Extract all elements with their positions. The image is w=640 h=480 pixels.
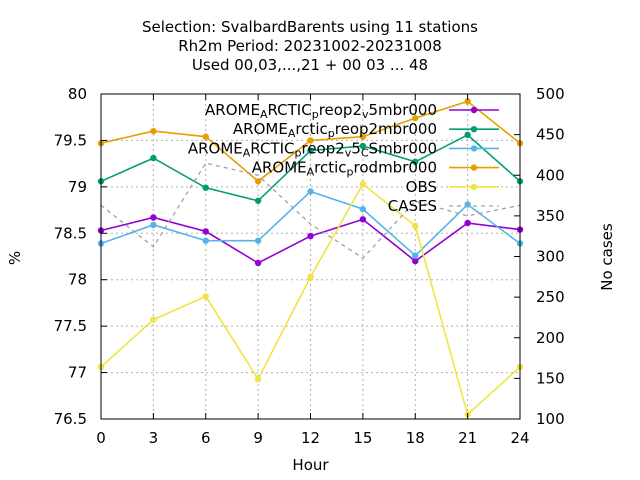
y-tick-label: 78.5 [54, 224, 87, 242]
data-point [412, 158, 419, 165]
data-point [202, 293, 209, 300]
legend-marker [470, 126, 478, 133]
data-point [254, 375, 262, 383]
data-point [307, 147, 314, 154]
legend-label-3: AROMEArcticprodmbr000 [252, 159, 437, 179]
data-point [412, 252, 419, 259]
data-point [254, 259, 262, 267]
y2-tick-label: 100 [536, 410, 565, 428]
y2-tick-label: 450 [536, 126, 565, 144]
legend-label-0: AROMEARCTICpreop2v5mbr000 [205, 101, 437, 121]
y-tick-label: 79.5 [54, 131, 87, 149]
data-point [254, 237, 262, 244]
y-tick-label: 76.5 [54, 410, 87, 428]
y2-tick-label: 300 [536, 248, 565, 266]
data-point [150, 154, 157, 162]
x-tick-label: 9 [253, 429, 263, 447]
data-point [202, 228, 209, 235]
data-point [359, 133, 367, 140]
data-point [359, 205, 367, 213]
x-tick-label: 6 [201, 429, 211, 447]
x-tick-label: 3 [149, 429, 159, 447]
y2-tick-label: 350 [536, 207, 565, 225]
y-axis-ticks: 76.5 77 77.5 78 78.5 79 79.5 80 [54, 85, 107, 428]
data-point [150, 221, 157, 229]
series-lines [97, 98, 524, 418]
y-tick-label: 79 [68, 178, 87, 196]
data-point [202, 237, 209, 244]
legend-label-5: CASES [388, 197, 437, 215]
title-line: Selection: SvalbardBarents using 11 stat… [142, 18, 478, 36]
legend-marker [470, 106, 478, 114]
x-tick-label: 0 [96, 429, 106, 447]
x-axis-ticks: 0 3 6 9 12 15 18 21 24 [96, 94, 530, 447]
legend-label-1: AROMEArcticpreop2mbr000 [233, 120, 437, 140]
chart-title: Selection: SvalbardBarents using 11 stat… [142, 18, 478, 74]
y2-axis-label: No cases [598, 223, 616, 291]
y-tick-label: 77.5 [54, 317, 87, 335]
data-point [307, 188, 314, 195]
legend-marker [470, 164, 478, 171]
x-tick-label: 18 [406, 429, 425, 447]
y2-tick-label: 500 [536, 85, 565, 103]
data-point [464, 98, 471, 105]
data-point [412, 222, 419, 230]
y2-tick-label: 150 [536, 369, 565, 387]
data-point [359, 142, 367, 150]
data-point [307, 137, 314, 144]
data-point [150, 127, 157, 135]
x-tick-label: 24 [510, 429, 529, 447]
grid [101, 94, 520, 419]
y2-tick-label: 250 [536, 288, 565, 306]
legend-label-2: AROMEARCTICpreop2v5CSmbr000 [188, 139, 437, 159]
y-axis-label: % [6, 251, 24, 265]
data-point [464, 131, 471, 139]
data-point [412, 114, 419, 122]
y2-tick-label: 400 [536, 166, 565, 184]
data-point [202, 133, 209, 140]
y2-axis-ticks: 100 150 200 250 300 350 400 450 500 [514, 85, 565, 428]
data-point [202, 184, 209, 191]
y-tick-label: 77 [68, 364, 87, 382]
data-point [307, 232, 314, 240]
title-line: Rh2m Period: 20231002-20231008 [178, 37, 442, 55]
data-point [464, 219, 471, 227]
data-point [359, 216, 367, 223]
data-point [464, 201, 471, 208]
data-point [359, 180, 367, 188]
data-point [254, 197, 262, 204]
x-tick-label: 21 [458, 429, 477, 447]
data-point [412, 257, 419, 265]
y2-tick-label: 200 [536, 329, 565, 347]
data-point [254, 178, 262, 185]
x-tick-label: 12 [301, 429, 320, 447]
legend: AROMEARCTICpreop2v5mbr000AROMEArcticpreo… [188, 101, 499, 215]
x-axis-label: Hour [292, 456, 329, 474]
legend-label-4: OBS [406, 178, 437, 196]
y-tick-label: 78 [68, 271, 87, 289]
legend-marker [470, 145, 478, 152]
data-point [150, 316, 157, 323]
title-line: Used 00,03,...,21 + 00 03 ... 48 [192, 56, 428, 74]
x-tick-label: 15 [353, 429, 372, 447]
y-tick-label: 80 [68, 85, 87, 103]
series-line-5 [100, 162, 521, 259]
data-point [150, 214, 157, 221]
data-point [307, 273, 314, 281]
legend-marker [470, 183, 478, 190]
